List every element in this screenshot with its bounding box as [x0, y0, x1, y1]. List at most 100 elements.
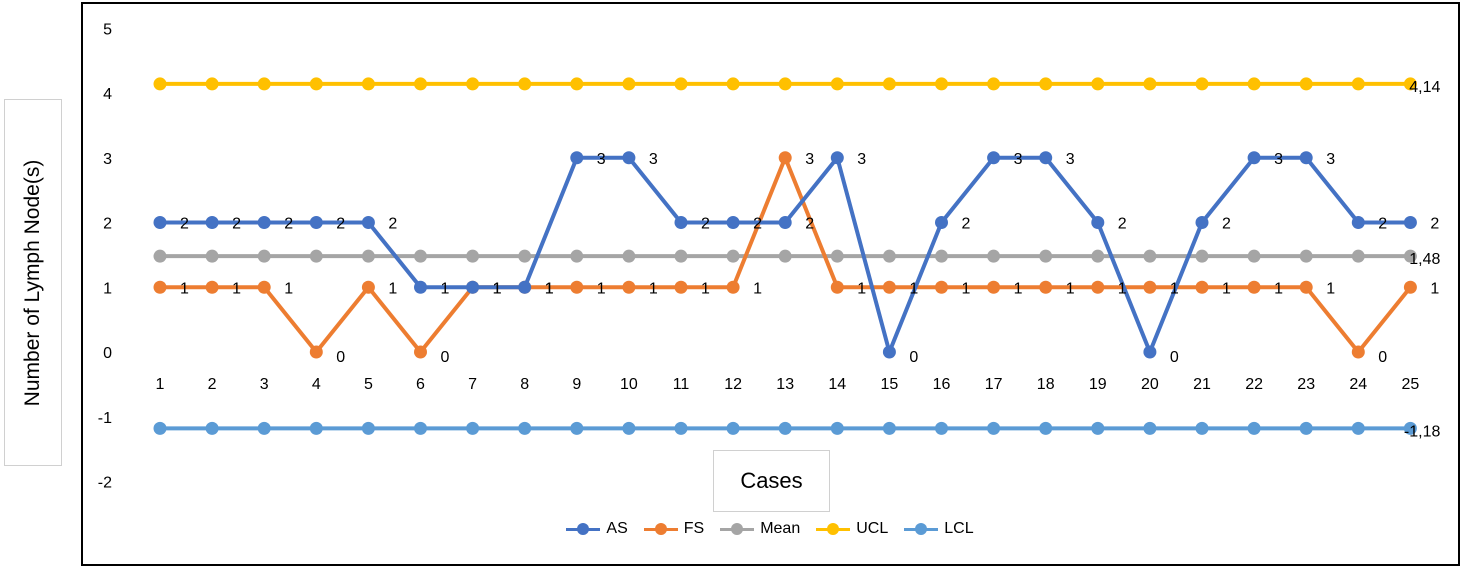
data-point-fs: [1299, 280, 1313, 294]
data-point-fs: [674, 280, 688, 294]
data-point-lcl: [309, 421, 323, 435]
data-label-fs: 1: [232, 280, 241, 297]
data-label-as: 3: [1274, 151, 1283, 168]
x-tick-label: 15: [881, 376, 899, 393]
data-point-ucl: [414, 77, 427, 91]
data-point-mean: [674, 249, 688, 263]
data-point-fs: [1403, 280, 1417, 294]
x-tick-label: 25: [1402, 376, 1420, 393]
legend-swatch-fs: [643, 522, 678, 536]
data-point-as: [674, 216, 688, 229]
data-label-as: 2: [962, 216, 971, 233]
x-axis-title: Cases: [740, 468, 803, 493]
data-label-as: 3: [649, 151, 658, 168]
data-label-as: 0: [1170, 349, 1179, 366]
data-point-mean: [1247, 249, 1261, 263]
data-point-lcl: [935, 421, 948, 435]
data-point-ucl: [361, 77, 375, 91]
data-label-as: 1: [545, 280, 554, 297]
data-point-mean: [518, 249, 532, 263]
end-label-lcl: -1,18: [1404, 423, 1441, 440]
data-label-fs: 0: [1378, 349, 1387, 366]
x-tick-label: 6: [416, 376, 425, 393]
data-point-lcl: [1143, 421, 1157, 435]
data-point-fs: [622, 280, 636, 294]
data-point-lcl: [726, 421, 740, 435]
data-label-as: 2: [232, 216, 241, 233]
data-point-fs: [1091, 280, 1105, 294]
x-axis-ticks: 1 2 3 4 5 6 7 8 9 10 11 12 13 14 15 16 17 18 19 20 21 22 23 24 2…: [156, 376, 1420, 393]
data-point-ucl: [1091, 77, 1105, 91]
series-lcl: [153, 421, 1417, 435]
y-axis-title-box: Number of Lymph Node(s): [4, 99, 62, 466]
data-point-ucl: [726, 77, 740, 91]
data-point-mean: [778, 249, 792, 263]
x-tick-label: 9: [572, 376, 581, 393]
data-label-as: 3: [1014, 151, 1023, 168]
data-label-as: 2: [1118, 216, 1127, 233]
data-label-as: 2: [284, 216, 293, 233]
data-point-as: [935, 216, 948, 229]
data-label-fs: 1: [545, 280, 554, 297]
data-point-fs: [1351, 345, 1365, 359]
data-point-lcl: [153, 421, 167, 435]
data-point-ucl: [622, 77, 636, 91]
data-label-as: 3: [857, 151, 866, 168]
data-point-mean: [1403, 249, 1417, 263]
legend-label: FS: [683, 520, 705, 537]
end-label-ucl: 4,14: [1409, 79, 1440, 96]
x-tick-label: 12: [724, 376, 742, 393]
data-point-fs: [1039, 280, 1053, 294]
data-point-lcl: [622, 421, 636, 435]
y-tick-label: 3: [103, 151, 112, 168]
data-point-as: [309, 216, 323, 229]
legend-label: AS: [606, 520, 628, 537]
data-point-mean: [1039, 249, 1053, 263]
data-label-fs: 1: [284, 280, 293, 297]
data-point-mean: [830, 249, 844, 263]
chart-area: [81, 2, 1460, 566]
data-point-ucl: [830, 77, 844, 91]
y-axis-ticks: 5 4 3 2 1 0 -1 -2: [98, 21, 112, 491]
x-tick-label: 4: [312, 376, 321, 393]
data-point-as: [1351, 216, 1365, 229]
data-point-fs: [153, 280, 167, 294]
x-tick-label: 7: [468, 376, 477, 393]
data-point-as: [518, 280, 532, 294]
data-point-as: [153, 216, 167, 229]
data-point-fs: [570, 280, 584, 294]
data-point-ucl: [1143, 77, 1157, 91]
data-point-lcl: [414, 421, 427, 435]
legend-label: LCL: [944, 520, 974, 537]
data-point-lcl: [466, 421, 480, 435]
legend: AS FS Mean UCL LCL: [500, 516, 1040, 542]
data-label-fs: 0: [336, 349, 345, 366]
data-point-as: [1299, 151, 1313, 165]
data-point-fs: [830, 280, 844, 294]
data-label-as: 1: [493, 280, 502, 297]
data-point-ucl: [1299, 77, 1313, 91]
data-label-as: 0: [909, 349, 918, 366]
y-tick-label: 4: [103, 86, 112, 103]
legend-label: UCL: [856, 520, 889, 537]
data-label-as: 3: [597, 151, 606, 168]
x-tick-label: 16: [933, 376, 951, 393]
data-label-as: 1: [441, 280, 450, 297]
y-tick-label: 1: [103, 280, 112, 297]
legend-swatch-as: [566, 522, 601, 536]
data-point-as: [466, 280, 480, 294]
data-point-ucl: [674, 77, 688, 91]
data-point-mean: [570, 249, 584, 263]
data-point-ucl: [257, 77, 271, 91]
data-point-as: [570, 151, 584, 165]
data-point-lcl: [518, 421, 532, 435]
data-point-as: [414, 280, 427, 294]
data-point-lcl: [1403, 421, 1417, 435]
data-point-ucl: [882, 77, 896, 91]
x-tick-label: 11: [673, 376, 690, 393]
data-point-ucl: [987, 77, 1001, 91]
data-point-ucl: [1247, 77, 1261, 91]
data-label-fs: 1: [1430, 280, 1439, 297]
